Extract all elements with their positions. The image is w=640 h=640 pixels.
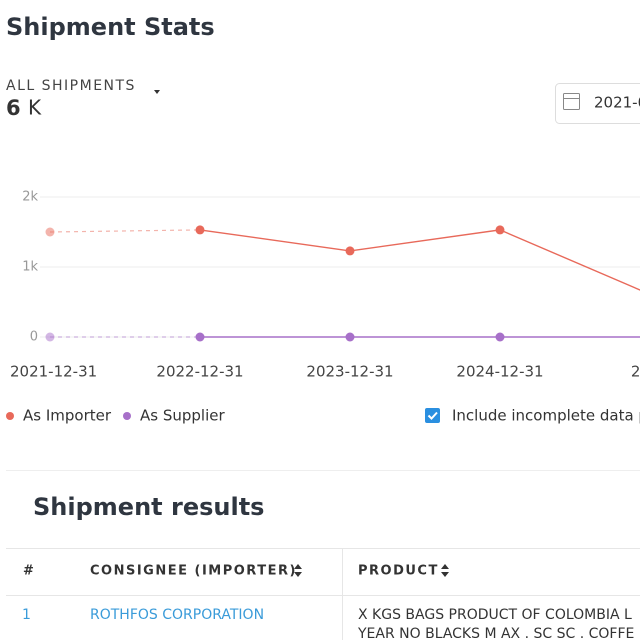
section-title: Shipment results (33, 493, 264, 521)
data-point (345, 246, 355, 256)
checkmark (427, 411, 438, 420)
page-title: Shipment Stats (6, 13, 215, 41)
data-point (45, 227, 55, 237)
x-tick-label: 2021-12-31 (10, 363, 97, 381)
sort-icon[interactable] (441, 564, 449, 577)
summary-unit: K (28, 96, 42, 120)
x-tick-label: 2022-12-31 (156, 363, 243, 381)
x-tick-label: 2023-12-31 (306, 363, 393, 381)
series-line (199, 229, 640, 291)
y-tick-label: 0 (30, 330, 38, 345)
product-text: X KGS BAGS PRODUCT OF COLOMBIA L (358, 607, 632, 623)
data-point (495, 332, 505, 342)
incomplete-line (49, 229, 201, 233)
summary-count: 6 (6, 96, 21, 120)
column-header[interactable]: PRODUCT (358, 564, 439, 579)
date-text[interactable]: 2021-0 (594, 94, 640, 112)
calendar-icon (563, 93, 580, 110)
checkbox[interactable] (425, 408, 440, 423)
x-tick-label: 2024-12-31 (456, 363, 543, 381)
data-point (45, 332, 55, 342)
legend-label[interactable]: As Importer (23, 407, 112, 425)
y-tick-label: 2k (22, 190, 38, 205)
data-point (345, 332, 355, 342)
dropdown-caret[interactable] (154, 90, 160, 94)
row-index[interactable]: 1 (22, 607, 31, 623)
column-header: # (23, 564, 35, 579)
y-tick-label: 1k (22, 260, 38, 275)
product-text: YEAR NO BLACKS M AX . SC SC . COFFE (357, 626, 634, 640)
data-point (495, 225, 505, 235)
legend-label[interactable]: As Supplier (140, 407, 225, 425)
consignee-link[interactable]: ROTHFOS CORPORATION (90, 607, 264, 623)
checkbox-label[interactable]: Include incomplete data pe (452, 407, 640, 425)
summary-label[interactable]: ALL SHIPMENTS (6, 78, 136, 94)
legend-dot (123, 412, 131, 420)
column-header[interactable]: CONSIGNEE (IMPORTER) (90, 564, 297, 579)
legend-dot (6, 412, 14, 420)
data-point (195, 332, 205, 342)
data-point (195, 225, 205, 235)
sort-icon[interactable] (294, 564, 302, 577)
x-tick-label: 2025 (631, 363, 640, 381)
